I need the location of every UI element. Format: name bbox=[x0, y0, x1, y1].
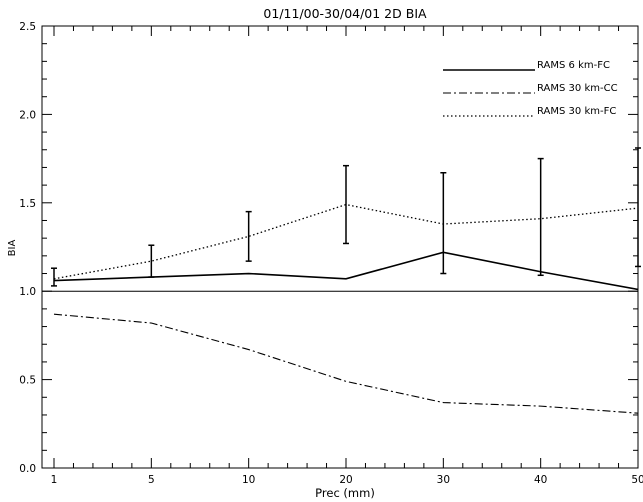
series-line-rams-6-km-fc bbox=[53, 251, 639, 291]
x-tick-label: 20 bbox=[339, 474, 352, 486]
x-tick-label: 1 bbox=[51, 474, 58, 486]
x-axis-label: Prec (mm) bbox=[315, 486, 375, 500]
y-tick-label: 2.5 bbox=[19, 21, 36, 33]
series-line-rams-30-km-cc bbox=[53, 313, 639, 414]
legend: RAMS 6 km-FC RAMS 30 km-CC RAMS 30 km-FC bbox=[443, 60, 618, 117]
legend-label-rams-30-km-fc: RAMS 30 km-FC bbox=[537, 106, 616, 117]
legend-label-rams-6-km-fc: RAMS 6 km-FC bbox=[537, 60, 610, 71]
x-tick-label: 10 bbox=[242, 474, 255, 486]
x-tick-label: 5 bbox=[148, 474, 155, 486]
x-tick-label: 50 bbox=[631, 474, 643, 486]
legend-label-rams-30-km-cc: RAMS 30 km-CC bbox=[537, 83, 618, 94]
y-tick-label: 1.0 bbox=[19, 286, 36, 298]
y-tick-label: 0.5 bbox=[19, 375, 36, 387]
plot-area: 0.0 0.5 1.0 1.5 2.0 2.5 1 5 10 20 30 40 50 bbox=[19, 21, 643, 486]
y-tick-label: 2.0 bbox=[19, 109, 36, 121]
y-tick-label: 1.5 bbox=[19, 198, 36, 210]
y-axis-label: BIA bbox=[7, 240, 18, 257]
x-tick-label: 30 bbox=[437, 474, 450, 486]
x-tick-label: 40 bbox=[534, 474, 547, 486]
chart-title: 01/11/00-30/04/01 2D BIA bbox=[263, 6, 427, 21]
y-tick-label: 0.0 bbox=[19, 463, 36, 475]
